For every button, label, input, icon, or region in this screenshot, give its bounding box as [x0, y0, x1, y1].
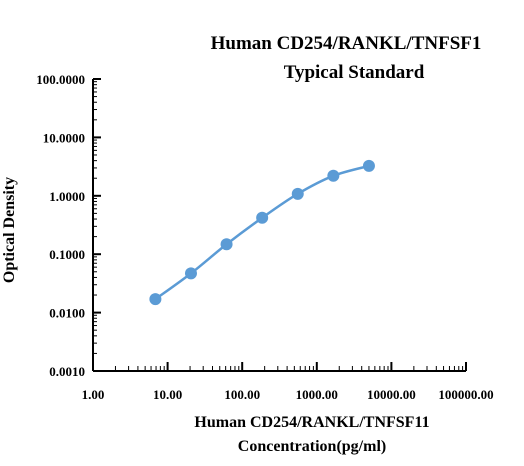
x-axis-title-line-2: Concentration(pg/ml) [238, 438, 386, 455]
x-tick-label: 1.00 [82, 387, 105, 402]
x-tick-label: 10.00 [153, 387, 182, 402]
y-axis-title: Optical Density [1, 177, 18, 283]
data-point [291, 187, 304, 200]
data-point [362, 159, 375, 172]
data-point [256, 211, 269, 224]
y-tick-label: 0.0010 [49, 364, 85, 379]
y-tick-label: 0.0100 [49, 306, 85, 321]
data-series [149, 159, 375, 306]
series-line [154, 164, 370, 301]
y-tick-label: 0.1000 [49, 247, 85, 262]
x-tick-label: 1000.00 [296, 387, 338, 402]
chart-title-line-1: Human CD254/RANKL/TNFSF1 [211, 33, 482, 54]
y-axis: 0.0010 0.0100 0.1000 1.0000 10.0000 100.0000 [36, 72, 101, 379]
y-tick-label: 100.0000 [36, 72, 85, 87]
x-tick-label: 100000.00 [438, 387, 493, 402]
x-axis-title-line-1: Human CD254/RANKL/TNFSF11 [194, 414, 429, 431]
data-point [184, 267, 197, 280]
x-tick-label: 10000.00 [367, 387, 416, 402]
data-point [327, 169, 340, 182]
chart-title-line-2: Typical Standard [284, 62, 425, 83]
x-tick-label: 100.00 [224, 387, 260, 402]
y-tick-label: 1.0000 [49, 189, 85, 204]
data-point [220, 238, 233, 251]
x-axis: 1.00 10.00 100.00 1000.00 10000.00 100000.00 [82, 362, 494, 402]
y-tick-label: 10.0000 [43, 130, 85, 145]
data-point [149, 293, 162, 306]
